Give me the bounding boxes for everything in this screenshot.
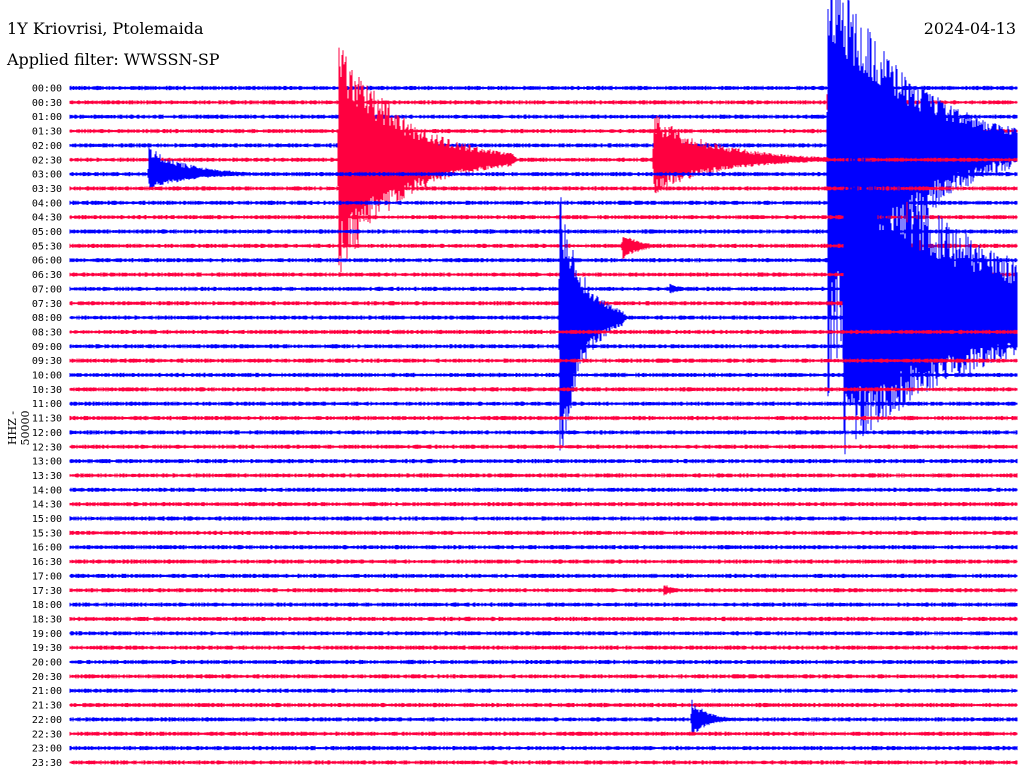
time-tick-label: 18:30 (32, 614, 62, 625)
time-tick-label: 11:00 (32, 399, 62, 410)
time-tick-label: 23:30 (32, 758, 62, 769)
time-tick-label: 05:30 (32, 241, 62, 252)
time-tick-label: 14:00 (32, 485, 62, 496)
date-label: 2024-04-13 (923, 19, 1016, 38)
time-tick-label: 08:00 (32, 313, 62, 324)
time-tick-label: 15:00 (32, 514, 62, 525)
time-tick-label: 06:30 (32, 270, 62, 281)
time-tick-label: 22:30 (32, 729, 62, 740)
time-tick-label: 20:30 (32, 672, 62, 683)
time-tick-label: 21:00 (32, 686, 62, 697)
time-tick-label: 13:30 (32, 471, 62, 482)
time-tick-label: 16:30 (32, 557, 62, 568)
time-tick-label: 21:30 (32, 701, 62, 712)
time-tick-label: 10:30 (32, 385, 62, 396)
time-tick-label: 02:30 (32, 155, 62, 166)
time-tick-label: 09:00 (32, 342, 62, 353)
time-tick-label: 14:30 (32, 500, 62, 511)
time-tick-label: 02:00 (32, 141, 62, 152)
station-title: 1Y Kriovrisi, Ptolemaida (7, 19, 204, 38)
time-tick-label: 19:00 (32, 629, 62, 640)
time-tick-label: 17:30 (32, 586, 62, 597)
time-tick-label: 07:00 (32, 284, 62, 295)
time-tick-label: 23:00 (32, 744, 62, 755)
time-tick-label: 17:00 (32, 571, 62, 582)
time-tick-label: 00:30 (32, 98, 62, 109)
time-tick-label: 06:00 (32, 256, 62, 267)
time-tick-label: 09:30 (32, 356, 62, 367)
time-tick-label: 04:30 (32, 213, 62, 224)
time-tick-label: 05:00 (32, 227, 62, 238)
time-tick-label: 18:00 (32, 600, 62, 611)
time-tick-label: 19:30 (32, 643, 62, 654)
time-tick-label: 03:30 (32, 184, 62, 195)
time-tick-label: 11:30 (32, 414, 62, 425)
filter-label: Applied filter: WWSSN-SP (7, 50, 220, 69)
time-tick-label: 03:00 (32, 170, 62, 181)
time-tick-label: 12:30 (32, 442, 62, 453)
time-tick-label: 10:00 (32, 371, 62, 382)
time-tick-label: 01:00 (32, 112, 62, 123)
time-tick-label: 20:00 (32, 658, 62, 669)
time-tick-label: 00:00 (32, 84, 62, 95)
time-tick-label: 15:30 (32, 528, 62, 539)
time-tick-label: 07:30 (32, 299, 62, 310)
time-tick-label: 04:00 (32, 198, 62, 209)
time-tick-label: 01:30 (32, 127, 62, 138)
time-tick-label: 12:00 (32, 428, 62, 439)
time-tick-label: 13:00 (32, 457, 62, 468)
time-tick-label: 08:30 (32, 327, 62, 338)
time-tick-label: 16:00 (32, 543, 62, 554)
time-tick-label: 22:00 (32, 715, 62, 726)
